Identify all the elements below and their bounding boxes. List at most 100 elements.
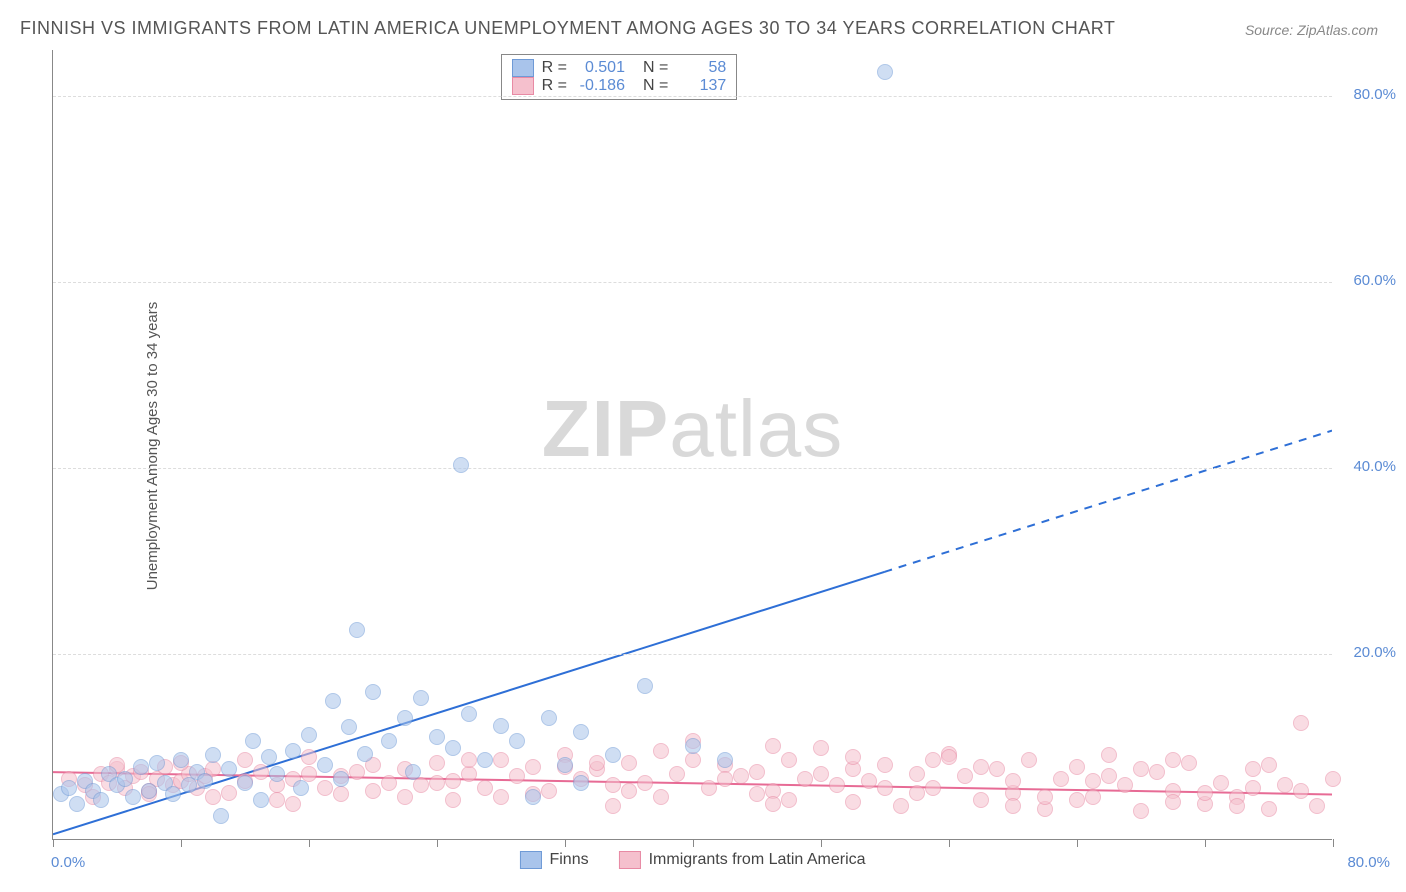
scatter-point	[141, 783, 157, 799]
scatter-point	[429, 755, 445, 771]
scatter-point	[317, 757, 333, 773]
scatter-point	[477, 780, 493, 796]
scatter-point	[1293, 783, 1309, 799]
scatter-point	[733, 768, 749, 784]
scatter-point	[237, 752, 253, 768]
scatter-point	[621, 783, 637, 799]
scatter-point	[493, 789, 509, 805]
trend-lines-svg	[53, 50, 1332, 839]
scatter-point	[1069, 759, 1085, 775]
x-tick	[53, 839, 54, 847]
scatter-point	[149, 755, 165, 771]
scatter-point	[381, 775, 397, 791]
legend-swatch	[512, 77, 534, 95]
scatter-point	[269, 766, 285, 782]
scatter-point	[261, 749, 277, 765]
scatter-point	[1133, 761, 1149, 777]
scatter-point	[405, 764, 421, 780]
scatter-point	[957, 768, 973, 784]
scatter-point	[445, 792, 461, 808]
scatter-point	[429, 775, 445, 791]
scatter-point	[1229, 798, 1245, 814]
scatter-point	[685, 752, 701, 768]
scatter-point	[445, 773, 461, 789]
gridline	[53, 96, 1332, 97]
x-tick	[1077, 839, 1078, 847]
stat-n-value: 137	[676, 77, 726, 95]
scatter-point	[845, 749, 861, 765]
scatter-point	[909, 785, 925, 801]
scatter-point	[877, 757, 893, 773]
scatter-point	[829, 777, 845, 793]
scatter-point	[461, 706, 477, 722]
stat-r-label: R =	[542, 59, 567, 77]
scatter-point	[365, 684, 381, 700]
scatter-point	[1165, 752, 1181, 768]
scatter-point	[133, 759, 149, 775]
scatter-point	[325, 693, 341, 709]
scatter-point	[1165, 794, 1181, 810]
scatter-point	[221, 785, 237, 801]
scatter-point	[1085, 789, 1101, 805]
scatter-point	[1197, 785, 1213, 801]
scatter-point	[589, 755, 605, 771]
correlation-stats-box: R =0.501N =58R =-0.186N =137	[501, 54, 738, 100]
scatter-point	[253, 792, 269, 808]
x-tick	[437, 839, 438, 847]
scatter-point	[429, 729, 445, 745]
scatter-point	[213, 808, 229, 824]
x-axis-min-label: 0.0%	[51, 854, 85, 871]
scatter-point	[893, 798, 909, 814]
scatter-point	[653, 789, 669, 805]
scatter-point	[749, 786, 765, 802]
legend-swatch	[512, 59, 534, 77]
legend-item: Immigrants from Latin America	[619, 851, 866, 869]
scatter-point	[525, 759, 541, 775]
x-tick	[1333, 839, 1334, 847]
scatter-point	[333, 786, 349, 802]
x-axis-max-label: 80.0%	[1347, 854, 1390, 871]
scatter-point	[285, 743, 301, 759]
x-tick	[1205, 839, 1206, 847]
bottom-legend: Finns Immigrants from Latin America	[519, 851, 865, 869]
scatter-point	[925, 780, 941, 796]
scatter-point	[557, 757, 573, 773]
scatter-point	[493, 752, 509, 768]
scatter-point	[781, 752, 797, 768]
scatter-point	[989, 761, 1005, 777]
scatter-point	[1053, 771, 1069, 787]
legend-label: Finns	[549, 851, 588, 869]
scatter-point	[413, 690, 429, 706]
scatter-point	[1085, 773, 1101, 789]
scatter-point	[61, 780, 77, 796]
trend-line-dashed	[884, 431, 1332, 572]
scatter-point	[909, 766, 925, 782]
scatter-point	[573, 724, 589, 740]
chart-plot-area: ZIPatlas R =0.501N =58R =-0.186N =137 Fi…	[52, 50, 1332, 840]
scatter-point	[1213, 775, 1229, 791]
scatter-point	[781, 792, 797, 808]
scatter-point	[605, 777, 621, 793]
scatter-point	[717, 771, 733, 787]
x-tick	[821, 839, 822, 847]
scatter-point	[1005, 773, 1021, 789]
scatter-point	[341, 719, 357, 735]
scatter-point	[1069, 792, 1085, 808]
scatter-point	[1181, 755, 1197, 771]
scatter-point	[69, 796, 85, 812]
scatter-point	[861, 773, 877, 789]
scatter-point	[477, 752, 493, 768]
scatter-point	[357, 746, 373, 762]
scatter-point	[269, 792, 285, 808]
y-tick-label: 40.0%	[1353, 458, 1396, 475]
scatter-point	[1325, 771, 1341, 787]
scatter-point	[1245, 761, 1261, 777]
scatter-point	[509, 768, 525, 784]
scatter-point	[317, 780, 333, 796]
scatter-point	[813, 766, 829, 782]
scatter-point	[797, 771, 813, 787]
y-tick-label: 20.0%	[1353, 644, 1396, 661]
stat-r-value: -0.186	[575, 77, 625, 95]
scatter-point	[653, 743, 669, 759]
scatter-point	[1101, 768, 1117, 784]
